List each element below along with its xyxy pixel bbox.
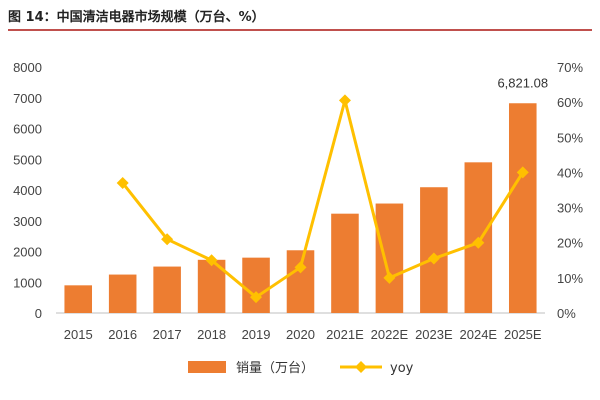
y-left-tick-label: 4000 [13,183,42,198]
yoy-point-2020 [294,261,307,274]
yoy-line [121,98,525,299]
legend-marker-yoy [355,361,367,373]
y-right-tick-label: 10% [557,271,583,286]
x-tick-label: 2024E [460,327,498,342]
yoy-point-2017 [161,233,174,246]
bar-2022E [375,203,404,313]
x-tick-label: 2020 [286,327,315,342]
yoy-point-2019 [250,291,263,304]
bar-2020 [286,250,315,313]
bar-2016 [108,274,137,313]
bar-2025E [508,103,537,313]
bar-data-label: 6,821.08 [497,75,548,90]
y-right-tick-label: 30% [557,201,583,216]
x-tick-label: 2022E [371,327,409,342]
legend-label-yoy: yoy [390,361,414,376]
y-left-tick-label: 6000 [13,122,42,137]
x-tick-label: 2016 [108,327,137,342]
y-right-tick-label: 70% [557,60,583,75]
yoy-point-2016 [116,176,129,189]
bar-2023E [420,187,448,313]
yoy-point-2025E [516,166,529,179]
x-tick-label: 2021E [326,327,364,342]
bar-2015 [64,285,93,313]
y-left-tick-label: 2000 [13,245,42,260]
x-tick-label: 2025E [504,327,542,342]
bar-2019 [242,257,270,313]
x-tick-label: 2017 [153,327,182,342]
bar-2021E [331,213,359,313]
y-left-tick-label: 8000 [13,60,42,75]
legend-label-sales: 销量（万台） [236,361,314,376]
y-left-tick-label: 5000 [13,152,42,167]
y-left-tick-label: 7000 [13,91,42,106]
y-left-tick-label: 3000 [13,214,42,229]
y-right-tick-label: 50% [557,130,583,145]
y-left-tick-label: 1000 [13,275,42,290]
yoy-point-2022E [383,271,396,284]
x-tick-label: 2019 [242,327,271,342]
figure-title: 图 14：中国清洁电器市场规模（万台、%） [8,10,265,25]
y-right-tick-label: 20% [557,236,583,251]
yoy-point-2018 [205,254,218,267]
y-right-tick-label: 60% [557,95,583,110]
bar-2017 [153,266,181,313]
x-tick-label: 2023E [415,327,453,342]
y-right-tick-label: 0% [557,306,576,321]
yoy-point-2023E [427,252,440,265]
yoy-point-2021E [338,94,351,107]
title-divider [8,29,592,31]
yoy-point-2024E [472,236,485,249]
x-tick-label: 2018 [197,327,226,342]
x-tick-label: 2015 [64,327,93,342]
y-left-tick-label: 0 [35,306,42,321]
y-right-tick-label: 40% [557,165,583,180]
legend-swatch-sales [188,361,226,373]
